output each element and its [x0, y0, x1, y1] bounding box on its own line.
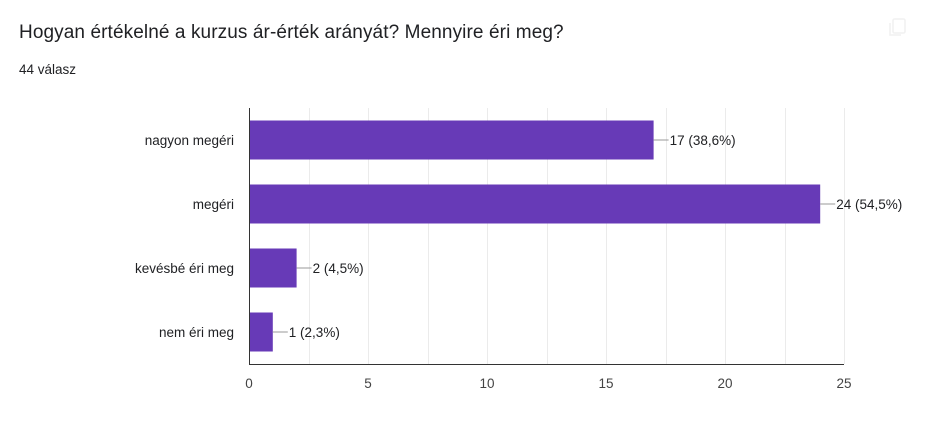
category-label: megéri [193, 197, 234, 212]
bar-2 [249, 184, 821, 224]
x-tick-label: 0 [245, 376, 253, 391]
category-label: nem éri meg [159, 325, 234, 340]
x-tick-label: 25 [836, 376, 851, 391]
x-tick-label: 15 [598, 376, 613, 391]
bar-1 [249, 120, 654, 160]
x-tick-label: 10 [479, 376, 494, 391]
question-title: Hogyan értékelné a kurzus ár-érték arány… [19, 22, 564, 43]
x-tick-label: 5 [364, 376, 372, 391]
bar-4 [249, 312, 273, 352]
copy-chart-button[interactable] [880, 10, 914, 44]
category-label: kevésbé éri meg [135, 261, 234, 276]
category-label: nagyon megéri [145, 133, 234, 148]
data-label: 1 (2,3%) [289, 325, 340, 340]
data-label: 17 (38,6%) [670, 133, 736, 148]
data-label: 24 (54,5%) [836, 197, 902, 212]
response-count: 44 válasz [19, 62, 77, 77]
bar-3 [249, 248, 297, 288]
copy-icon [889, 18, 906, 36]
data-label: 2 (4,5%) [313, 261, 364, 276]
x-tick-label: 20 [717, 376, 732, 391]
